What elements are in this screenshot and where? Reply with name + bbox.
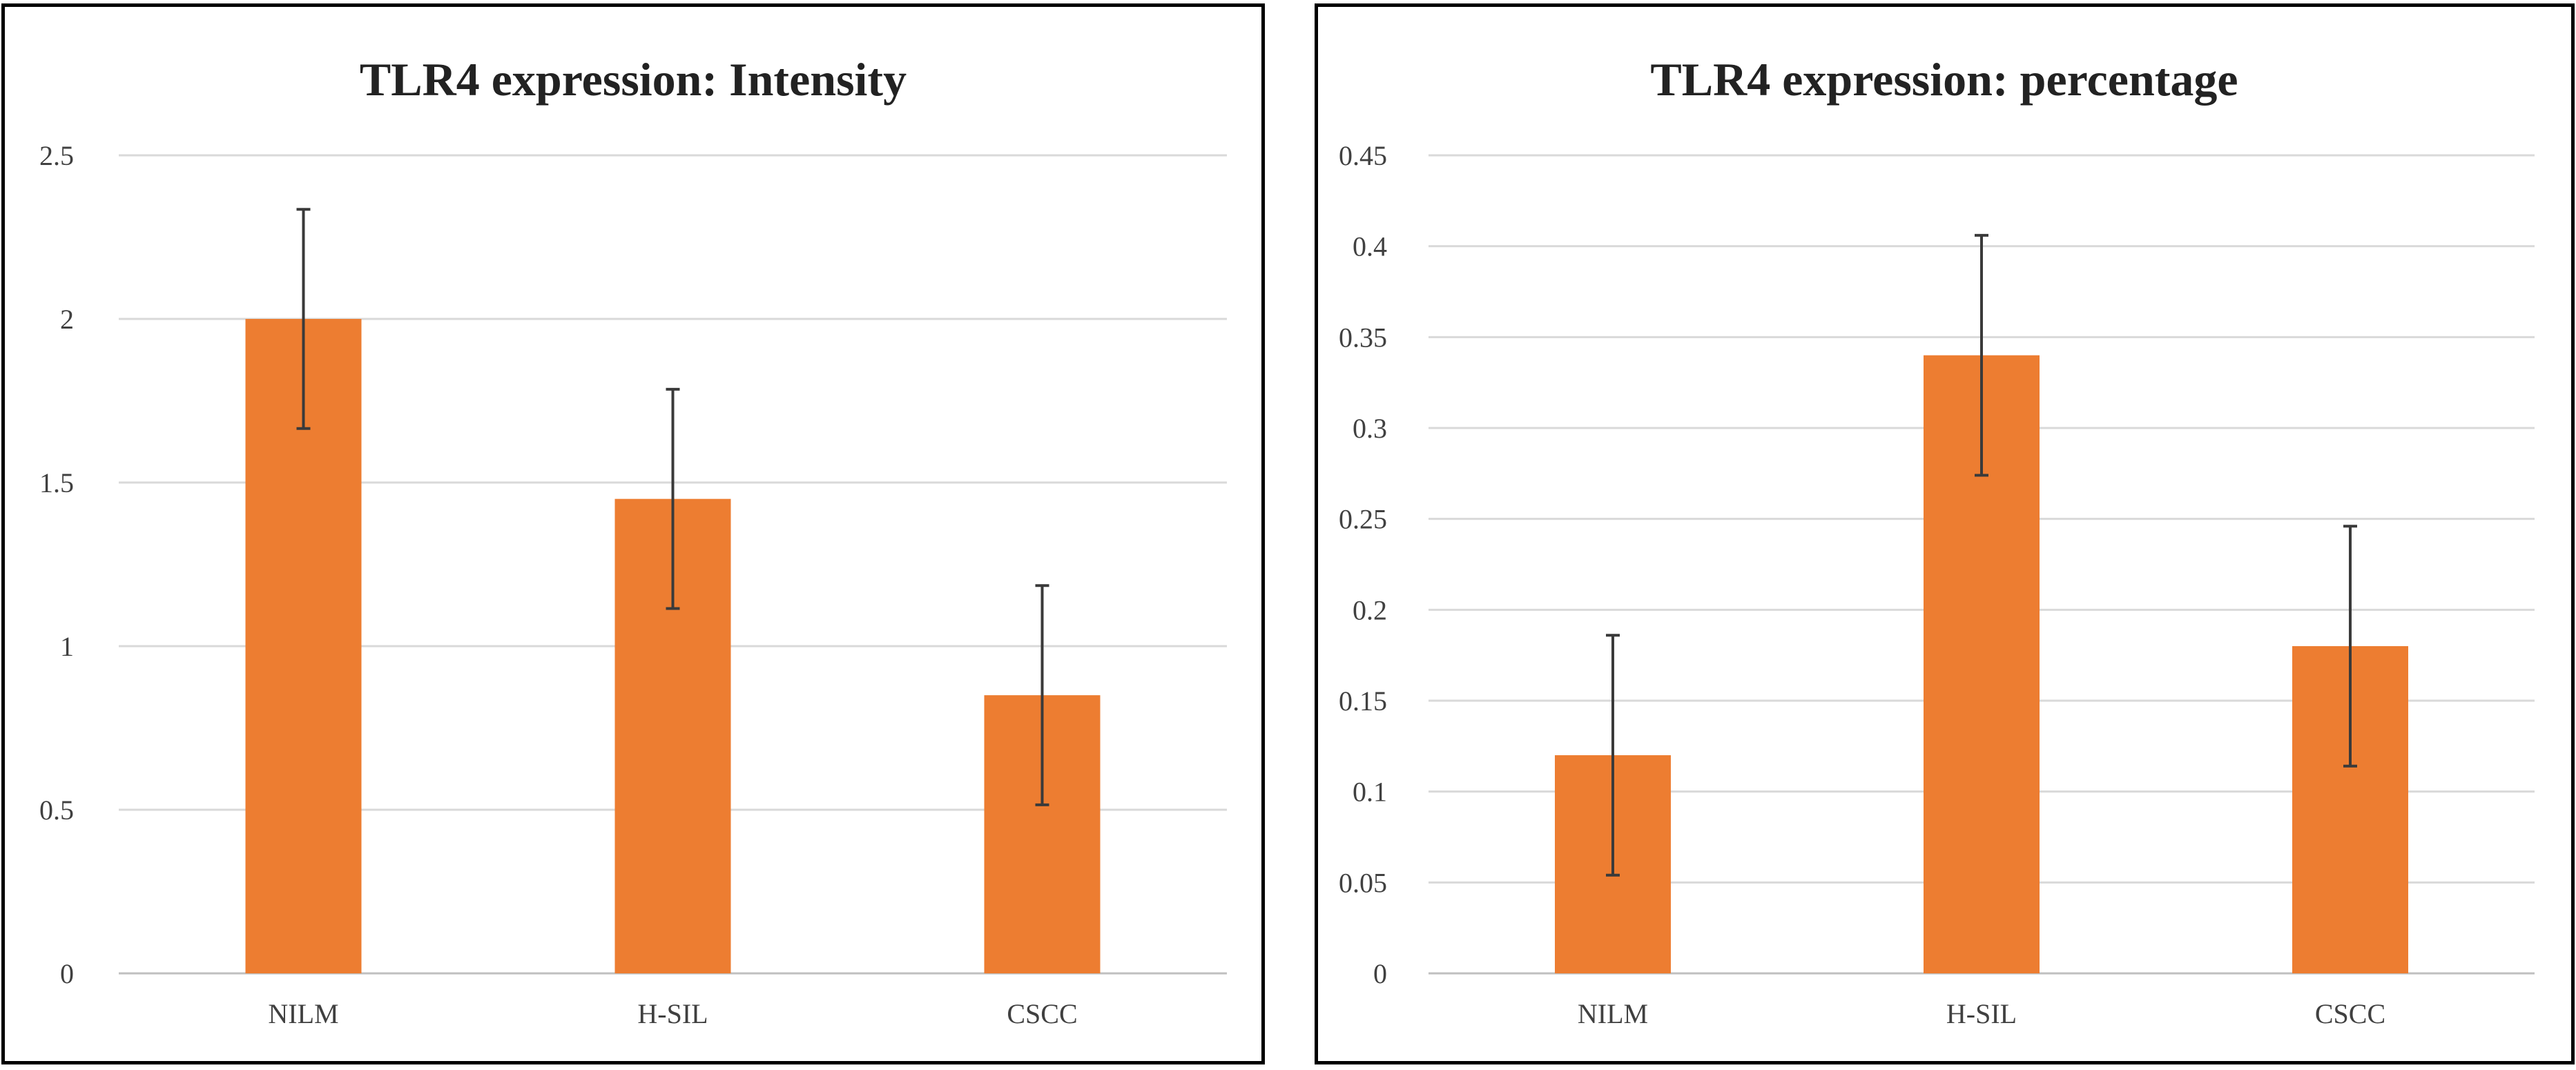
y-axis-ticks: 0 0.5 1 1.5 2 2.5	[39, 140, 74, 989]
y-tick-label: 0	[60, 958, 74, 989]
y-tick-label: 2	[60, 304, 74, 335]
y-tick-label: 0.15	[1339, 685, 1387, 717]
y-tick-label: 0	[1373, 958, 1387, 989]
x-axis-categories: NILM H-SIL CSCC	[1578, 998, 2385, 1029]
chart-title: TLR4 expression: Intensity	[360, 53, 907, 106]
error-bar	[1035, 584, 1049, 806]
chart-intensity: TLR4 expression: Intensity 00.511.522.5 …	[39, 53, 1227, 1029]
error-bar	[1606, 634, 1620, 877]
y-tick-label: 0.05	[1339, 867, 1387, 898]
y-tick-label: 0.35	[1339, 322, 1387, 353]
x-category-label: NILM	[1578, 998, 1648, 1029]
y-tick-label: 0.1	[1353, 777, 1387, 808]
y-tick-label: 1	[60, 631, 74, 662]
y-tick-label: 0.5	[39, 795, 74, 826]
error-layer	[1606, 233, 2357, 877]
error-layer	[296, 208, 1049, 806]
y-tick-label: 0.4	[1353, 231, 1387, 262]
y-tick-label: 0.2	[1353, 594, 1387, 625]
x-axis-categories: NILM H-SIL CSCC	[268, 998, 1077, 1029]
y-tick-label: 2.5	[39, 140, 74, 171]
y-tick-label: 0.3	[1353, 413, 1387, 444]
chart-panel-percentage: TLR4 expression: percentage 0 0.05 0.1 0.15…	[1315, 3, 2575, 1064]
chart-percentage: TLR4 expression: percentage 0 0.05 0.1 0.15…	[1339, 53, 2535, 1029]
x-category-label: CSCC	[1007, 998, 1077, 1029]
y-tick-label: 0.25	[1339, 504, 1387, 535]
x-category-label: CSCC	[2315, 998, 2385, 1029]
chart-title: TLR4 expression: percentage	[1650, 53, 2238, 106]
error-bar	[296, 208, 311, 430]
error-bar	[666, 387, 680, 610]
x-category-label: NILM	[268, 998, 338, 1029]
y-tick-label: 1.5	[39, 467, 74, 498]
error-bar	[1975, 233, 1988, 477]
y-tick-label: 0.45	[1339, 140, 1387, 171]
x-category-label: H-SIL	[637, 998, 708, 1029]
y-axis-ticks: 0 0.05 0.1 0.15 0.2 0.25 0.3 0.35 0.4 0.45	[1339, 140, 1387, 989]
x-category-label: H-SIL	[1946, 998, 2017, 1029]
error-bar	[2343, 525, 2357, 768]
chart-panel-intensity: TLR4 expression: Intensity 0 0.5 1 1.5 2 2.5 …	[1, 3, 1265, 1064]
